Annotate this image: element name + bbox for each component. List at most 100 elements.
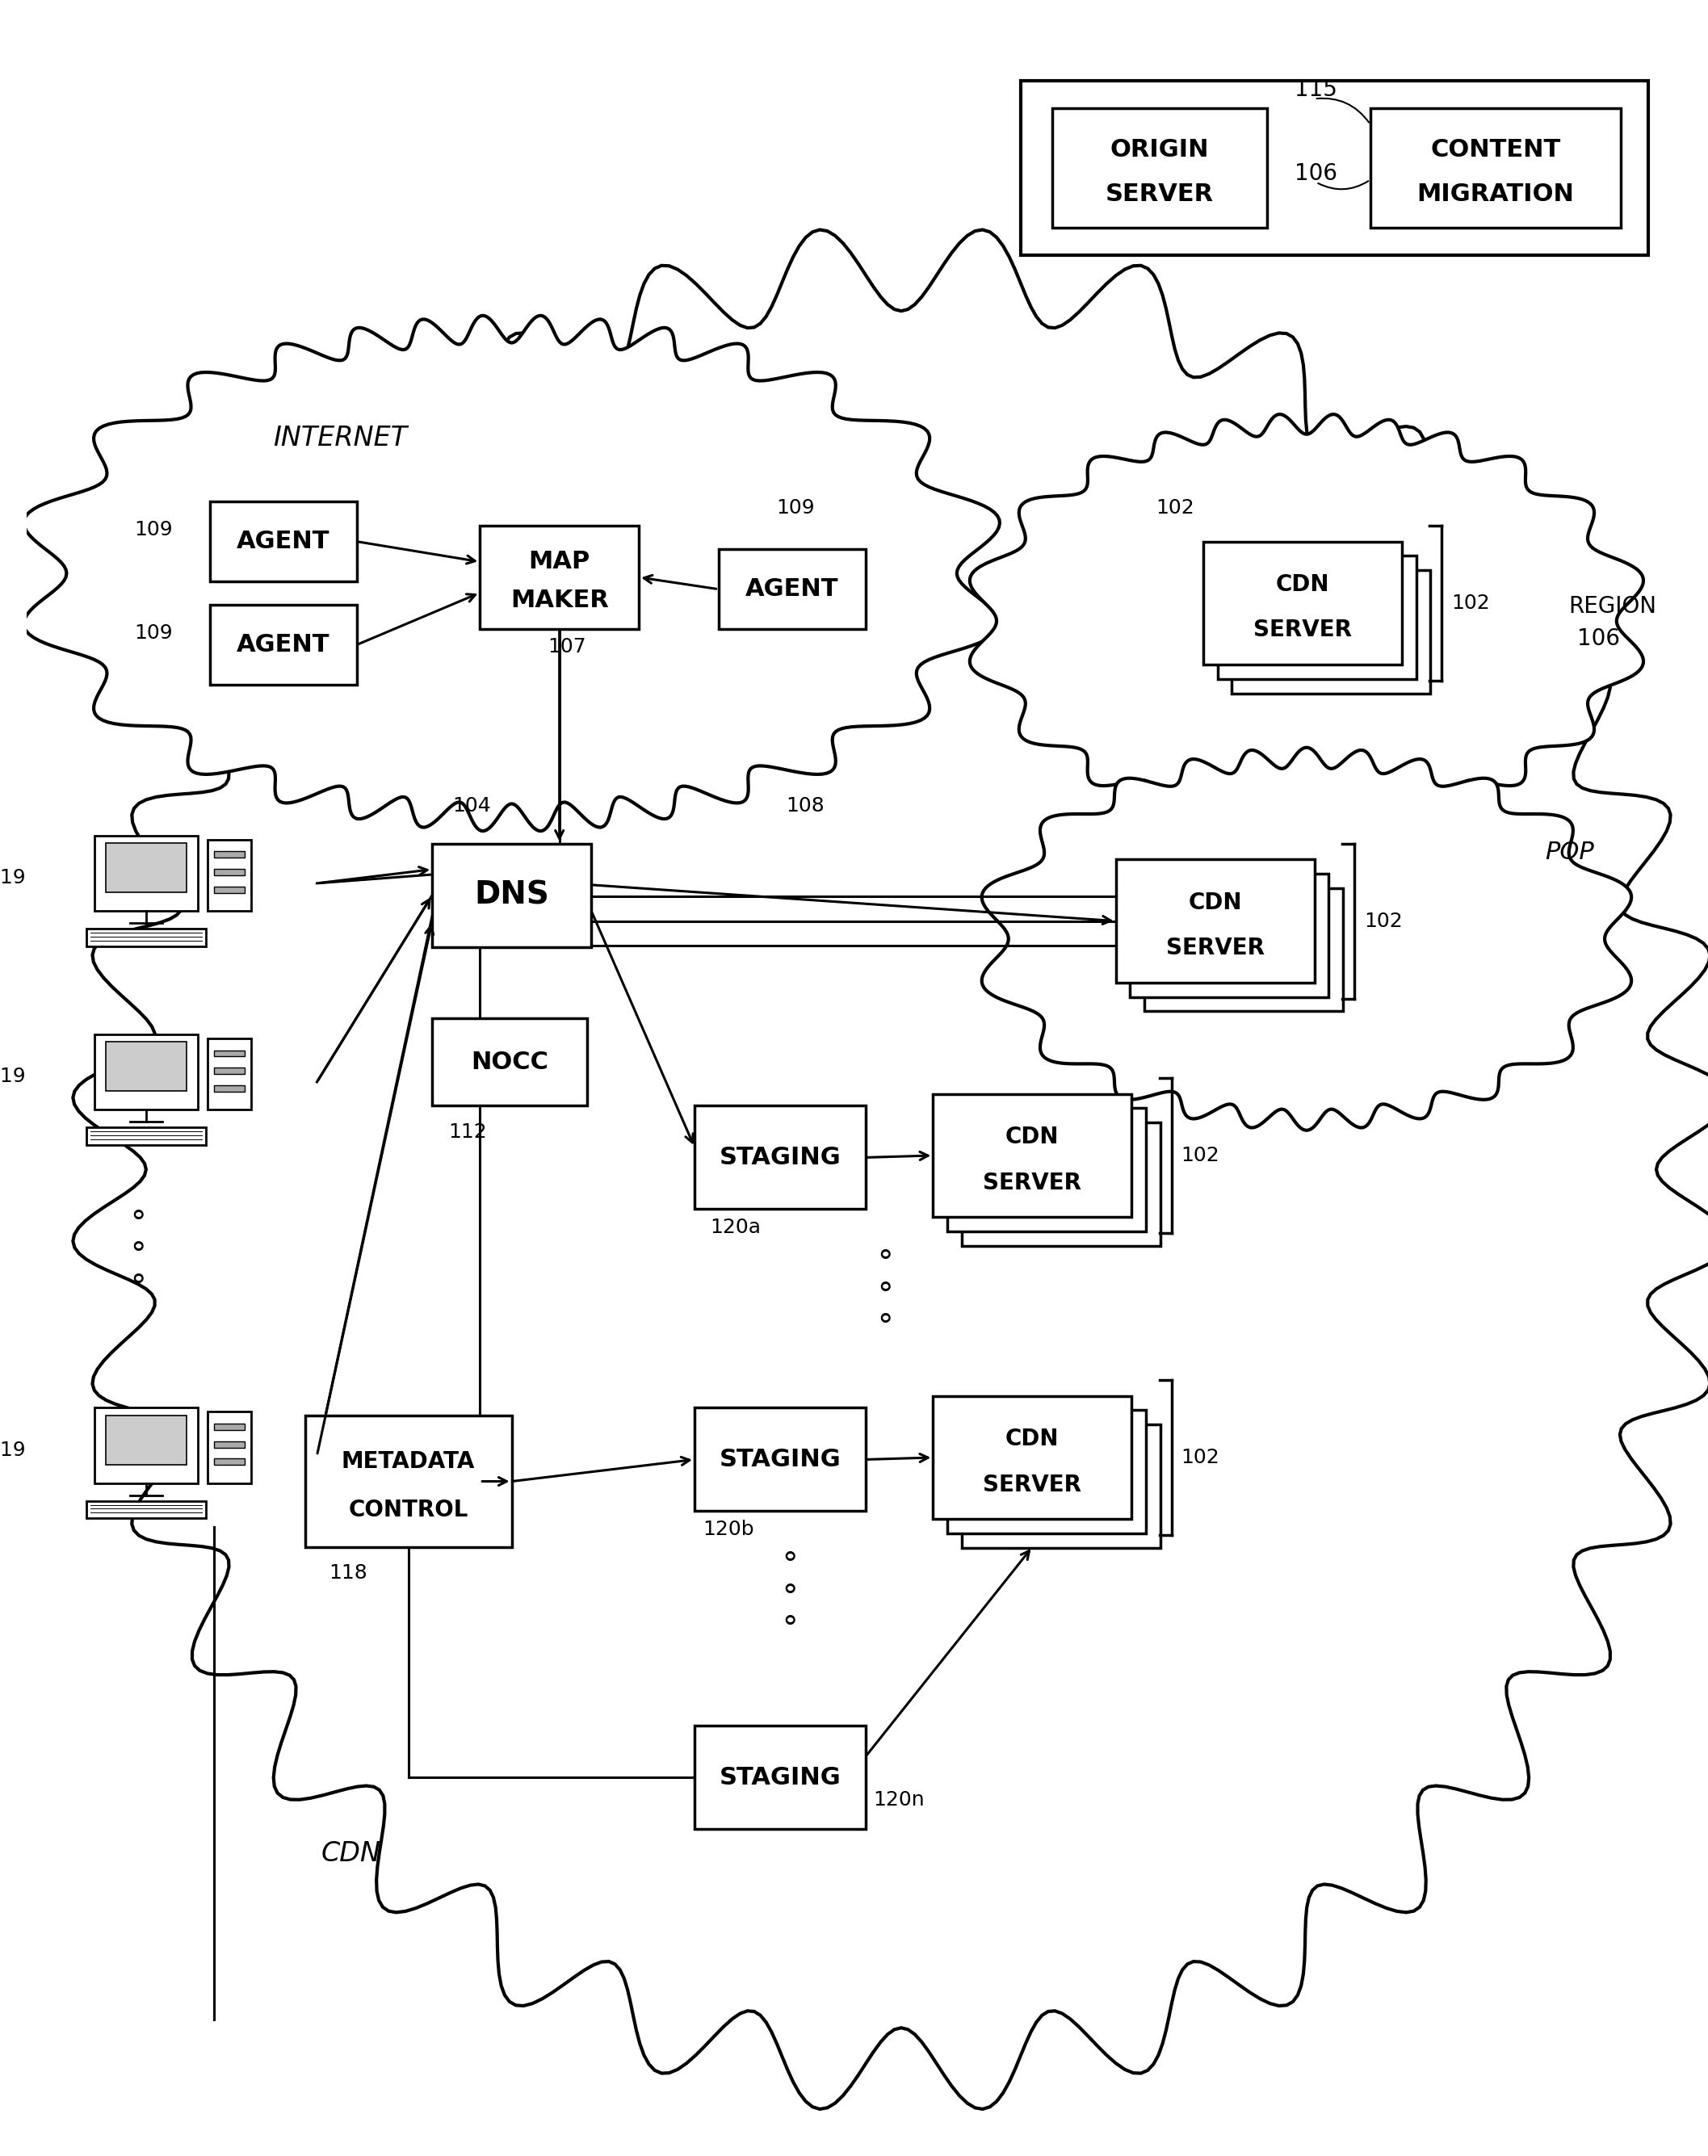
FancyBboxPatch shape	[695, 1408, 866, 1511]
Text: POP: POP	[1546, 841, 1594, 865]
Text: DNS: DNS	[475, 880, 550, 910]
Text: 102: 102	[1452, 593, 1489, 612]
Text: AGENT: AGENT	[236, 530, 330, 554]
FancyBboxPatch shape	[210, 502, 357, 582]
FancyBboxPatch shape	[948, 1108, 1146, 1231]
FancyBboxPatch shape	[87, 1128, 205, 1145]
FancyBboxPatch shape	[306, 1416, 512, 1548]
FancyBboxPatch shape	[214, 1423, 244, 1429]
FancyBboxPatch shape	[207, 1412, 251, 1483]
Text: 106: 106	[1576, 627, 1619, 649]
FancyBboxPatch shape	[87, 929, 205, 946]
Text: INTERNET: INTERNET	[273, 425, 408, 453]
Text: °: °	[782, 1550, 798, 1580]
FancyBboxPatch shape	[933, 1395, 1132, 1520]
Text: CDN: CDN	[1006, 1125, 1059, 1149]
Text: MIGRATION: MIGRATION	[1416, 183, 1575, 205]
FancyBboxPatch shape	[933, 1093, 1132, 1218]
Text: 102: 102	[1156, 498, 1194, 517]
Text: CDN: CDN	[321, 1839, 381, 1867]
Text: 109: 109	[135, 520, 173, 539]
FancyBboxPatch shape	[1115, 860, 1315, 983]
Text: MAP: MAP	[528, 550, 591, 573]
FancyBboxPatch shape	[214, 1440, 244, 1447]
Text: SERVER: SERVER	[984, 1473, 1081, 1496]
FancyBboxPatch shape	[214, 852, 244, 858]
Text: °: °	[130, 1272, 145, 1302]
FancyBboxPatch shape	[106, 1414, 186, 1464]
FancyBboxPatch shape	[480, 526, 639, 630]
Text: 119: 119	[0, 1067, 26, 1087]
FancyBboxPatch shape	[106, 1041, 186, 1091]
Text: °: °	[130, 1210, 145, 1240]
Text: 106: 106	[1295, 162, 1337, 185]
Text: SERVER: SERVER	[1254, 619, 1351, 642]
Text: SERVER: SERVER	[984, 1171, 1081, 1194]
Text: STAGING: STAGING	[719, 1145, 840, 1169]
Text: METADATA: METADATA	[342, 1451, 475, 1473]
Text: 102: 102	[1363, 912, 1402, 931]
Text: 118: 118	[330, 1563, 367, 1583]
Text: STAGING: STAGING	[719, 1449, 840, 1470]
Text: 115: 115	[1295, 78, 1337, 101]
Text: 120b: 120b	[702, 1520, 753, 1539]
Text: 102: 102	[1180, 1145, 1220, 1164]
Text: ORIGIN: ORIGIN	[1110, 138, 1209, 162]
FancyBboxPatch shape	[432, 1018, 588, 1106]
Text: 104: 104	[453, 796, 490, 815]
FancyBboxPatch shape	[1218, 556, 1416, 679]
FancyBboxPatch shape	[962, 1425, 1160, 1548]
Text: °: °	[878, 1281, 893, 1311]
Text: 108: 108	[786, 796, 825, 815]
FancyBboxPatch shape	[94, 837, 198, 912]
FancyBboxPatch shape	[1202, 541, 1402, 664]
Text: REGION: REGION	[1570, 595, 1657, 619]
Text: NOCC: NOCC	[471, 1050, 548, 1074]
FancyBboxPatch shape	[1131, 873, 1329, 996]
Text: °: °	[782, 1583, 798, 1613]
FancyBboxPatch shape	[214, 886, 244, 893]
Text: SERVER: SERVER	[1105, 183, 1214, 205]
FancyBboxPatch shape	[962, 1123, 1160, 1246]
FancyBboxPatch shape	[948, 1410, 1146, 1533]
Text: CDN: CDN	[1189, 890, 1242, 914]
Text: AGENT: AGENT	[236, 634, 330, 658]
Polygon shape	[73, 231, 1708, 2109]
FancyBboxPatch shape	[87, 1501, 205, 1518]
Text: 120a: 120a	[711, 1218, 762, 1238]
FancyBboxPatch shape	[94, 1035, 198, 1110]
Text: °: °	[878, 1248, 893, 1279]
Text: 119: 119	[0, 869, 26, 888]
Text: °: °	[878, 1313, 893, 1343]
Text: 119: 119	[0, 1440, 26, 1460]
Text: SERVER: SERVER	[1167, 938, 1264, 959]
FancyBboxPatch shape	[1052, 108, 1267, 229]
FancyBboxPatch shape	[207, 839, 251, 912]
Text: STAGING: STAGING	[719, 1766, 840, 1789]
Text: 109: 109	[135, 623, 173, 642]
Text: 112: 112	[447, 1123, 487, 1143]
Text: °: °	[782, 1615, 798, 1645]
Text: CONTROL: CONTROL	[348, 1498, 468, 1522]
FancyBboxPatch shape	[214, 1084, 244, 1091]
FancyBboxPatch shape	[207, 1039, 251, 1110]
FancyBboxPatch shape	[695, 1725, 866, 1828]
FancyBboxPatch shape	[214, 1460, 244, 1466]
FancyBboxPatch shape	[94, 1408, 198, 1483]
FancyBboxPatch shape	[214, 1050, 244, 1056]
FancyBboxPatch shape	[719, 550, 866, 630]
Text: MAKER: MAKER	[511, 589, 608, 612]
FancyBboxPatch shape	[214, 1067, 244, 1074]
Text: 109: 109	[775, 498, 815, 517]
Text: °: °	[130, 1240, 145, 1272]
FancyBboxPatch shape	[1231, 569, 1431, 694]
FancyBboxPatch shape	[214, 869, 244, 875]
FancyBboxPatch shape	[210, 606, 357, 686]
Text: CONTENT: CONTENT	[1430, 138, 1561, 162]
Polygon shape	[24, 315, 999, 830]
Text: 107: 107	[548, 638, 586, 658]
FancyBboxPatch shape	[106, 843, 186, 893]
FancyBboxPatch shape	[1370, 108, 1621, 229]
Text: 102: 102	[1180, 1449, 1220, 1468]
Polygon shape	[982, 748, 1631, 1130]
